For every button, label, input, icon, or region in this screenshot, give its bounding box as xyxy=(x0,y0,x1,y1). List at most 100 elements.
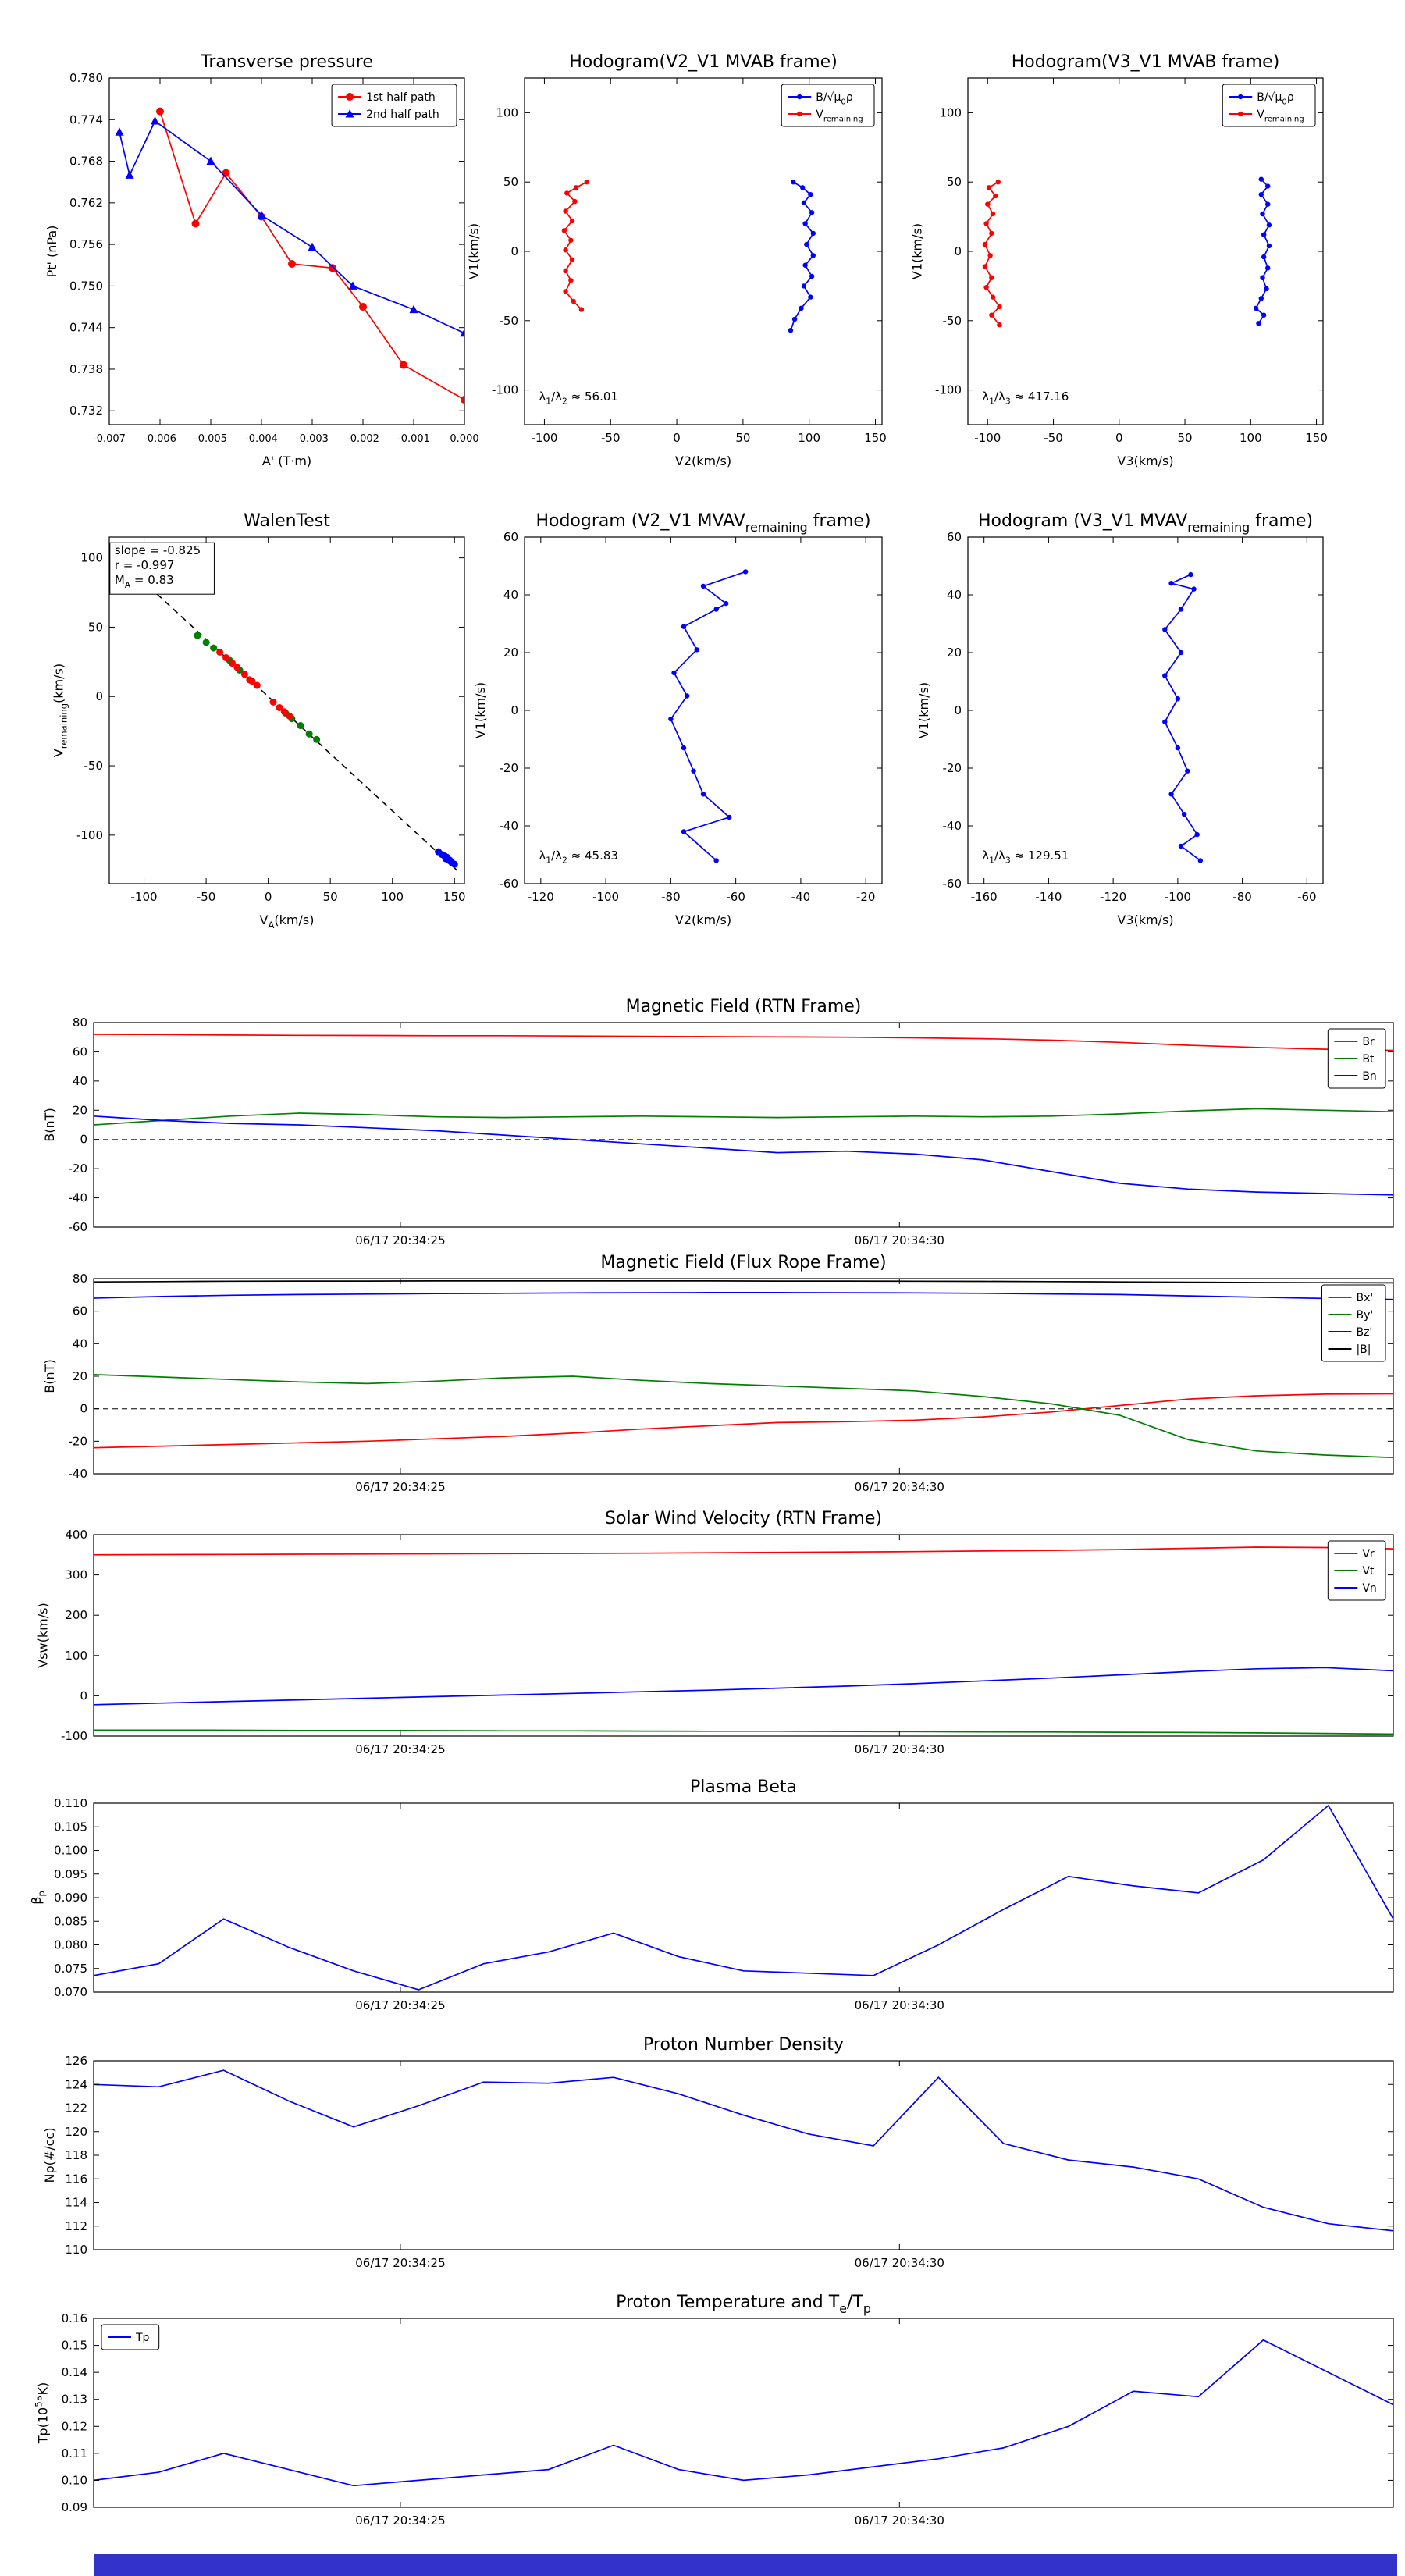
y-tick-label: 0.15 xyxy=(62,2339,87,2353)
y-tick-label: 124 xyxy=(65,2077,87,2091)
y-tick-label: -40 xyxy=(943,819,962,833)
annotation: λ1/λ3 ≈ 129.51 xyxy=(982,849,1069,866)
y-axis-label: Np(#/cc) xyxy=(42,2128,57,2183)
y-tick-label: 126 xyxy=(65,2054,87,2068)
panel-hodogram_v3v1_mvav: -160 -140 -120 -100 -80 -60 -60 -40 -20 0 20 40 60 Ho… xyxy=(916,511,1324,927)
bottom-blue-bar xyxy=(94,2554,1397,2576)
y-axis-label: Vsw(km/s) xyxy=(35,1603,50,1667)
legend: B/√μ0ρ Vremaining xyxy=(781,84,875,127)
x-tick-label: 100 xyxy=(798,431,820,445)
x-tick-label: 06/17 20:34:25 xyxy=(355,2514,445,2528)
y-tick-label: 122 xyxy=(65,2101,87,2115)
x-tick-label: 06/17 20:34:25 xyxy=(355,1742,445,1756)
y-axis-label: V1(km/s) xyxy=(909,223,924,279)
y-tick-label: 0.750 xyxy=(69,279,103,293)
legend-label: Bz' xyxy=(1356,1326,1372,1339)
panel-title: Proton Temperature and Te/Tp xyxy=(616,2293,871,2316)
y-axis-label: V1(km/s) xyxy=(916,682,931,738)
x-tick-label: -50 xyxy=(197,890,216,904)
series-walen-red xyxy=(216,648,293,720)
series-Bz-prime xyxy=(94,1292,1393,1300)
y-axis-label: Tp(105°K) xyxy=(34,2382,51,2445)
annotation-line: slope = -0.825 xyxy=(115,543,201,557)
y-tick-label: -100 xyxy=(492,383,518,397)
y-tick-label: 0.090 xyxy=(54,1891,87,1905)
y-axis-label: Vremaining(km/s) xyxy=(51,664,69,757)
y-tick-label: 20 xyxy=(947,646,962,660)
x-tick-label: 50 xyxy=(1178,431,1193,445)
legend-label: B/√μ0ρ xyxy=(816,91,853,106)
x-tick-label: -100 xyxy=(592,890,619,904)
x-tick-label: 06/17 20:34:30 xyxy=(855,1998,944,2012)
x-tick-label: -50 xyxy=(601,431,621,445)
x-tick-label: -80 xyxy=(1232,890,1252,904)
y-tick-label: 60 xyxy=(73,1044,87,1059)
y-tick-label: -60 xyxy=(500,877,519,891)
y-tick-label: 0.105 xyxy=(54,1820,87,1834)
legend-label: By' xyxy=(1356,1309,1373,1322)
panel-title: Transverse pressure xyxy=(200,52,373,72)
x-tick-label: -60 xyxy=(1297,890,1317,904)
y-tick-label: 0.100 xyxy=(54,1844,87,1858)
y-tick-label: -50 xyxy=(84,759,104,773)
x-tick-label: 50 xyxy=(323,890,338,904)
y-axis-label: B(nT) xyxy=(42,1359,57,1393)
legend-label: Vremaining xyxy=(816,109,863,123)
series-B-alfven xyxy=(788,180,816,333)
y-tick-label: 20 xyxy=(73,1369,87,1383)
series-B-magnitude xyxy=(94,1280,1393,1284)
x-tick-label: 06/17 20:34:30 xyxy=(855,2514,944,2528)
x-axis-label: A' (T·m) xyxy=(262,454,311,468)
legend-label: Vt xyxy=(1362,1565,1375,1578)
y-tick-label: 400 xyxy=(65,1528,87,1542)
x-tick-label: -140 xyxy=(1035,890,1062,904)
y-tick-label: -40 xyxy=(69,1467,88,1481)
panel-walen_test: -100 -50 0 50 100 150 -100 -50 0 50 100 WalenTest VA… xyxy=(51,511,465,930)
x-tick-label: 100 xyxy=(381,890,404,904)
y-tick-label: 0.070 xyxy=(54,1985,87,1999)
annotation-box xyxy=(109,542,215,595)
x-tick-label: -100 xyxy=(131,890,158,904)
series-walen-blue xyxy=(435,848,458,868)
y-tick-label: 0 xyxy=(954,703,962,717)
x-tick-label: -80 xyxy=(661,890,681,904)
series-By-prime xyxy=(94,1374,1393,1459)
series-hodogram-trace xyxy=(668,569,749,863)
y-tick-label: 60 xyxy=(947,530,962,544)
x-tick-label: 06/17 20:34:30 xyxy=(855,2256,944,2270)
y-tick-label: 100 xyxy=(65,1649,87,1663)
series-1st-half-path xyxy=(156,107,464,404)
y-tick-label: 0.13 xyxy=(62,2393,87,2407)
axes-frame xyxy=(93,1534,1394,1737)
y-tick-label: 0.110 xyxy=(54,1796,87,1810)
panel-proton_density: 06/17 20:34:25 06/17 20:34:30 110 112 114 116… xyxy=(42,2035,1394,2270)
x-tick-label: 06/17 20:34:30 xyxy=(855,1233,944,1247)
y-tick-label: -50 xyxy=(500,314,519,328)
y-tick-label: 0.16 xyxy=(62,2311,87,2325)
axes-frame xyxy=(108,536,465,884)
series-Bn xyxy=(94,1115,1393,1196)
x-tick-label: -120 xyxy=(1100,890,1126,904)
y-tick-label: 50 xyxy=(503,175,518,189)
y-tick-label: 112 xyxy=(65,2219,87,2233)
panel-title: Hodogram (V2_V1 MVAVremaining frame) xyxy=(535,511,870,535)
x-axis-label: V3(km/s) xyxy=(1117,913,1173,927)
y-tick-label: 0 xyxy=(510,703,518,717)
y-tick-label: 0.075 xyxy=(54,1962,87,1976)
y-tick-label: -60 xyxy=(69,1220,88,1234)
y-tick-label: 0.780 xyxy=(69,71,103,85)
x-tick-label: 150 xyxy=(864,431,887,445)
x-tick-label: -20 xyxy=(856,890,876,904)
annotation: λ1/λ2 ≈ 56.01 xyxy=(539,390,618,407)
legend: B/√μ0ρ Vremaining xyxy=(1222,84,1316,127)
y-tick-label: 100 xyxy=(939,105,962,119)
y-axis-label: V1(km/s) xyxy=(466,223,481,279)
y-tick-label: 100 xyxy=(496,105,518,119)
series-beta-p xyxy=(94,1804,1393,1991)
y-tick-label: 0.744 xyxy=(69,321,103,335)
y-tick-label: 0 xyxy=(80,1402,87,1416)
y-tick-label: -50 xyxy=(943,314,962,328)
series-V-remaining xyxy=(982,180,1002,328)
legend: Br Bt Bn xyxy=(1327,1028,1386,1089)
y-tick-label: -20 xyxy=(500,761,519,775)
